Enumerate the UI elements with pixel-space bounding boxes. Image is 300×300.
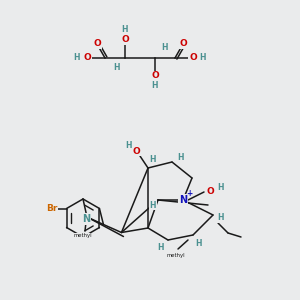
- Text: O: O: [83, 53, 91, 62]
- Text: H: H: [74, 53, 80, 62]
- Text: O: O: [179, 40, 187, 49]
- Text: O: O: [189, 53, 197, 62]
- Text: Br: Br: [46, 204, 57, 213]
- Text: H: H: [150, 155, 156, 164]
- Text: H: H: [122, 26, 128, 34]
- Text: O: O: [121, 35, 129, 44]
- Text: O: O: [151, 71, 159, 80]
- Text: H: H: [177, 152, 183, 161]
- Text: N: N: [82, 214, 90, 224]
- Text: N: N: [179, 195, 187, 205]
- Text: H: H: [113, 64, 119, 73]
- Text: O: O: [93, 40, 101, 49]
- Text: H: H: [125, 142, 131, 151]
- Text: H: H: [152, 82, 158, 91]
- Text: methyl: methyl: [74, 233, 92, 238]
- Text: +: +: [186, 190, 192, 199]
- Text: methyl: methyl: [167, 253, 185, 257]
- Text: H: H: [200, 53, 206, 62]
- Text: H: H: [150, 200, 156, 209]
- Text: H: H: [161, 44, 167, 52]
- Text: H: H: [195, 238, 201, 247]
- Text: O: O: [132, 146, 140, 155]
- Text: H: H: [217, 182, 223, 191]
- Text: H: H: [157, 244, 163, 253]
- Text: O: O: [206, 188, 214, 196]
- Text: H: H: [218, 214, 224, 223]
